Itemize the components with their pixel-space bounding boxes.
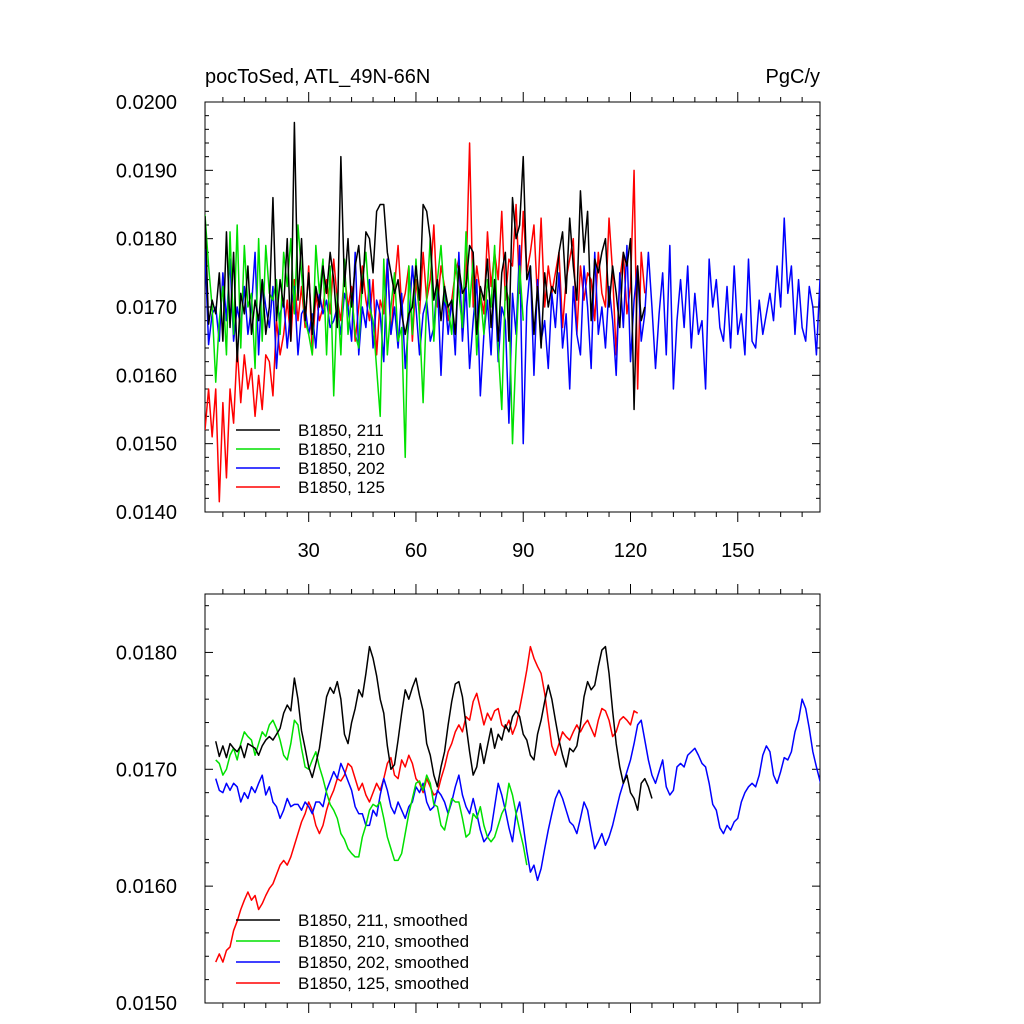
bottom-series-line-1 [214, 645, 653, 811]
top-y-tick-label: 0.0160 [116, 365, 177, 387]
top-chart-units-label: PgC/y [766, 66, 820, 88]
top-y-tick-label: 0.0150 [116, 434, 177, 456]
bottom-legend-label: B1850, 125, smoothed [298, 974, 469, 993]
top-chart-panel: 0.0140 0.0150 0.0160 0.0170 0.0180 0.0190 0.02… [116, 92, 821, 562]
top-legend-label: B1850, 210 [298, 440, 385, 459]
bottom-series-line-4 [215, 645, 639, 963]
top-chart-title-left: pocToSed, ATL_49N-66N [205, 66, 430, 88]
top-x-tick-label: 30 [298, 540, 320, 562]
top-legend-label: B1850, 211 [298, 421, 384, 440]
top-y-tick-label: 0.0180 [116, 229, 177, 251]
bottom-y-tick-label: 0.0150 [116, 993, 177, 1015]
bottom-series-line-3 [215, 698, 820, 882]
bottom-legend-label: B1850, 202, smoothed [298, 953, 469, 972]
bottom-y-tick-label: 0.0180 [116, 642, 177, 664]
top-y-tick-label: 0.0200 [116, 92, 177, 114]
bottom-chart-panel: 0.0150 0.0160 0.0170 0.0180 B1850, 211, smoo… [116, 584, 821, 1015]
top-series-line-4 [205, 142, 646, 503]
top-y-tick-label: 0.0190 [116, 160, 177, 182]
top-x-tick-label: 150 [721, 540, 754, 562]
top-x-tick-label: 90 [512, 540, 534, 562]
bottom-series-line-2 [215, 719, 528, 866]
top-legend-label: B1850, 125 [298, 478, 385, 497]
bottom-y-tick-label: 0.0170 [116, 759, 177, 781]
top-legend-label: B1850, 202 [298, 459, 385, 478]
top-x-tick-label: 60 [405, 540, 427, 562]
top-x-tick-label: 120 [614, 540, 647, 562]
top-series-line-3 [205, 217, 820, 445]
top-y-tick-label: 0.0170 [116, 297, 177, 319]
bottom-legend-label: B1850, 211, smoothed [298, 911, 468, 930]
bottom-legend-label: B1850, 210, smoothed [298, 932, 469, 951]
bottom-y-tick-label: 0.0160 [116, 876, 177, 898]
top-y-tick-label: 0.0140 [116, 502, 177, 524]
top-series-line-1 [205, 121, 646, 411]
bottom-plot-frame [204, 593, 821, 1004]
